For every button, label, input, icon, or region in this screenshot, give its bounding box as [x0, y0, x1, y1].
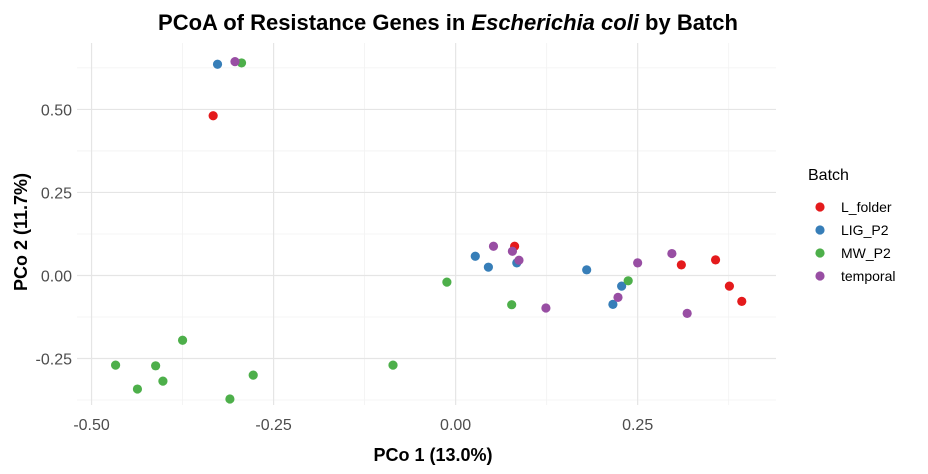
legend-label-temporal: temporal — [841, 268, 895, 284]
point-l-folder — [710, 255, 721, 265]
legend-key-mw-p2 — [815, 248, 825, 258]
point-temporal — [541, 303, 551, 313]
point-mw-p2 — [132, 384, 143, 394]
point-temporal — [613, 292, 623, 302]
x-tick-label: -0.25 — [255, 417, 292, 434]
legend-key-temporal — [815, 271, 825, 281]
point-lig-p2 — [582, 265, 592, 275]
point-temporal — [667, 248, 677, 259]
y-tick-label: -0.25 — [36, 352, 73, 369]
point-mw-p2 — [151, 361, 161, 371]
point-mw-p2 — [442, 277, 452, 287]
point-temporal — [514, 255, 524, 265]
chart-title: PCoA of Resistance Genes in Escherichia … — [158, 10, 738, 35]
point-mw-p2 — [623, 276, 633, 286]
point-lig-p2 — [608, 299, 618, 309]
legend-items: L_folder LIG_P2 MW_P2 temporal — [815, 199, 895, 284]
point-lig-p2 — [470, 251, 480, 261]
point-mw-p2 — [225, 394, 235, 404]
point-mw-p2 — [110, 360, 121, 370]
y-tick-label: 0.00 — [41, 268, 72, 285]
x-axis-title: PCo 1 (13.0%) — [373, 445, 492, 465]
legend-label-l-folder: L_folder — [841, 199, 892, 215]
point-temporal — [507, 246, 518, 256]
legend-label-mw-p2: MW_P2 — [841, 245, 891, 261]
legend-label-lig-p2: LIG_P2 — [841, 222, 889, 238]
point-l-folder — [724, 281, 735, 291]
point-l-folder — [676, 260, 686, 270]
y-axis-title: PCo 2 (11.7%) — [11, 173, 31, 291]
point-temporal — [488, 241, 499, 251]
y-tick-label: 0.25 — [41, 185, 72, 202]
grid-layer — [77, 43, 776, 405]
point-temporal — [682, 308, 692, 318]
point-temporal — [230, 56, 240, 67]
point-lig-p2 — [483, 262, 493, 272]
point-mw-p2 — [248, 370, 258, 380]
y-tick-label: 0.50 — [41, 102, 72, 119]
point-mw-p2 — [507, 300, 517, 310]
legend-key-l-folder — [815, 202, 825, 212]
point-temporal — [633, 258, 643, 268]
legend: Batch L_folder LIG_P2 MW_P2 temporal — [808, 167, 895, 284]
point-lig-p2 — [212, 59, 223, 69]
x-tick-label: -0.50 — [73, 417, 110, 434]
x-tick-label: 0.25 — [622, 417, 653, 434]
point-mw-p2 — [158, 376, 168, 386]
y-axis-ticks: -0.25 0.00 0.25 0.50 — [36, 102, 73, 368]
point-l-folder — [208, 111, 218, 121]
x-axis-ticks: -0.50 -0.25 0.00 0.25 — [73, 417, 653, 434]
point-lig-p2 — [617, 281, 627, 291]
point-l-folder — [737, 296, 747, 306]
point-mw-p2 — [177, 335, 188, 345]
data-points — [110, 56, 747, 404]
x-tick-label: 0.00 — [440, 417, 471, 434]
legend-key-lig-p2 — [815, 225, 825, 235]
point-mw-p2 — [388, 360, 398, 370]
legend-title: Batch — [808, 167, 849, 184]
